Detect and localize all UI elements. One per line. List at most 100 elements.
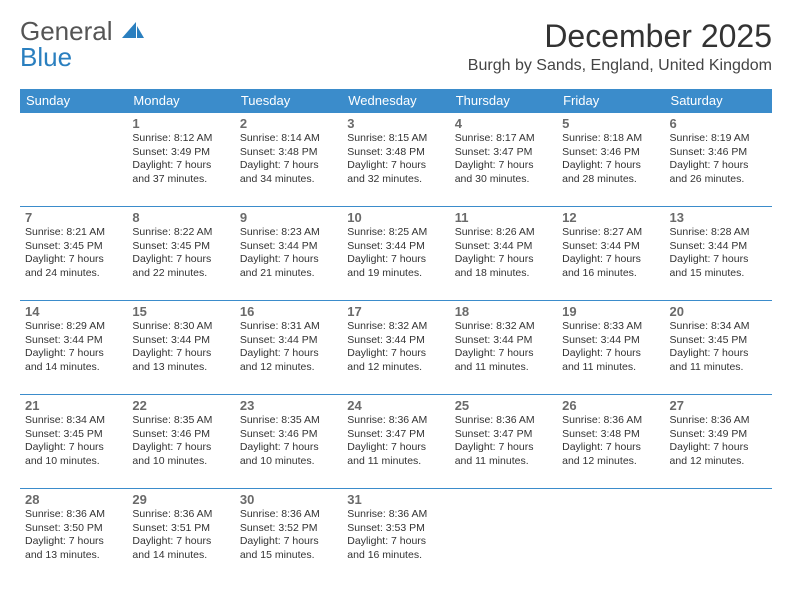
calendar-week-row: 14Sunrise: 8:29 AMSunset: 3:44 PMDayligh…: [20, 301, 772, 395]
sail-icon: [122, 18, 144, 44]
sunrise-line: Sunrise: 8:36 AM: [670, 414, 767, 428]
day-number: 25: [455, 398, 552, 413]
calendar-day-cell: 3Sunrise: 8:15 AMSunset: 3:48 PMDaylight…: [342, 113, 449, 207]
title-block: December 2025 Burgh by Sands, England, U…: [468, 18, 772, 75]
sunrise-line: Sunrise: 8:26 AM: [455, 226, 552, 240]
daylight-line: Daylight: 7 hours and 11 minutes.: [670, 347, 767, 374]
daylight-line: Daylight: 7 hours and 10 minutes.: [132, 441, 229, 468]
weekday-header: Wednesday: [342, 89, 449, 113]
day-number: 23: [240, 398, 337, 413]
calendar-day-cell: 8Sunrise: 8:22 AMSunset: 3:45 PMDaylight…: [127, 207, 234, 301]
calendar-day-cell: 9Sunrise: 8:23 AMSunset: 3:44 PMDaylight…: [235, 207, 342, 301]
sunset-line: Sunset: 3:45 PM: [25, 428, 122, 442]
sunset-line: Sunset: 3:44 PM: [562, 240, 659, 254]
weekday-header: Monday: [127, 89, 234, 113]
day-number: 31: [347, 492, 444, 507]
calendar-week-row: 1Sunrise: 8:12 AMSunset: 3:49 PMDaylight…: [20, 113, 772, 207]
calendar-day-cell: 21Sunrise: 8:34 AMSunset: 3:45 PMDayligh…: [20, 395, 127, 489]
sunset-line: Sunset: 3:46 PM: [670, 146, 767, 160]
daylight-line: Daylight: 7 hours and 12 minutes.: [562, 441, 659, 468]
sunset-line: Sunset: 3:44 PM: [132, 334, 229, 348]
weekday-header: Friday: [557, 89, 664, 113]
sunset-line: Sunset: 3:50 PM: [25, 522, 122, 536]
sunrise-line: Sunrise: 8:15 AM: [347, 132, 444, 146]
daylight-line: Daylight: 7 hours and 26 minutes.: [670, 159, 767, 186]
sunrise-line: Sunrise: 8:33 AM: [562, 320, 659, 334]
daylight-line: Daylight: 7 hours and 14 minutes.: [132, 535, 229, 562]
calendar-day-cell: 29Sunrise: 8:36 AMSunset: 3:51 PMDayligh…: [127, 489, 234, 583]
sunset-line: Sunset: 3:46 PM: [562, 146, 659, 160]
calendar-day-cell: 10Sunrise: 8:25 AMSunset: 3:44 PMDayligh…: [342, 207, 449, 301]
sunrise-line: Sunrise: 8:36 AM: [347, 508, 444, 522]
day-number: 30: [240, 492, 337, 507]
brand-word-2: Blue: [20, 42, 72, 72]
daylight-line: Daylight: 7 hours and 22 minutes.: [132, 253, 229, 280]
day-number: 1: [132, 116, 229, 131]
sunrise-line: Sunrise: 8:23 AM: [240, 226, 337, 240]
day-number: 2: [240, 116, 337, 131]
calendar-day-cell: 30Sunrise: 8:36 AMSunset: 3:52 PMDayligh…: [235, 489, 342, 583]
calendar-day-cell: [557, 489, 664, 583]
weekday-header: Sunday: [20, 89, 127, 113]
brand-text: General Blue: [20, 18, 144, 70]
calendar-day-cell: 13Sunrise: 8:28 AMSunset: 3:44 PMDayligh…: [665, 207, 772, 301]
day-number: 13: [670, 210, 767, 225]
weekday-header: Tuesday: [235, 89, 342, 113]
calendar-day-cell: 28Sunrise: 8:36 AMSunset: 3:50 PMDayligh…: [20, 489, 127, 583]
sunset-line: Sunset: 3:47 PM: [347, 428, 444, 442]
daylight-line: Daylight: 7 hours and 11 minutes.: [562, 347, 659, 374]
sunset-line: Sunset: 3:53 PM: [347, 522, 444, 536]
sunset-line: Sunset: 3:44 PM: [670, 240, 767, 254]
day-number: 26: [562, 398, 659, 413]
day-number: 15: [132, 304, 229, 319]
daylight-line: Daylight: 7 hours and 32 minutes.: [347, 159, 444, 186]
calendar-day-cell: 24Sunrise: 8:36 AMSunset: 3:47 PMDayligh…: [342, 395, 449, 489]
sunset-line: Sunset: 3:49 PM: [670, 428, 767, 442]
daylight-line: Daylight: 7 hours and 18 minutes.: [455, 253, 552, 280]
calendar-day-cell: 23Sunrise: 8:35 AMSunset: 3:46 PMDayligh…: [235, 395, 342, 489]
day-number: 27: [670, 398, 767, 413]
daylight-line: Daylight: 7 hours and 13 minutes.: [25, 535, 122, 562]
sunset-line: Sunset: 3:49 PM: [132, 146, 229, 160]
daylight-line: Daylight: 7 hours and 12 minutes.: [240, 347, 337, 374]
sunrise-line: Sunrise: 8:32 AM: [347, 320, 444, 334]
daylight-line: Daylight: 7 hours and 19 minutes.: [347, 253, 444, 280]
sunrise-line: Sunrise: 8:36 AM: [132, 508, 229, 522]
sunset-line: Sunset: 3:45 PM: [670, 334, 767, 348]
sunrise-line: Sunrise: 8:36 AM: [455, 414, 552, 428]
day-number: 10: [347, 210, 444, 225]
day-number: 16: [240, 304, 337, 319]
page-header: General Blue December 2025 Burgh by Sand…: [20, 18, 772, 75]
sunset-line: Sunset: 3:44 PM: [347, 240, 444, 254]
day-number: 5: [562, 116, 659, 131]
location-text: Burgh by Sands, England, United Kingdom: [468, 57, 772, 75]
calendar-day-cell: 4Sunrise: 8:17 AMSunset: 3:47 PMDaylight…: [450, 113, 557, 207]
daylight-line: Daylight: 7 hours and 10 minutes.: [240, 441, 337, 468]
month-title: December 2025: [468, 18, 772, 55]
day-number: 6: [670, 116, 767, 131]
calendar-day-cell: [665, 489, 772, 583]
sunset-line: Sunset: 3:44 PM: [455, 240, 552, 254]
calendar-day-cell: 1Sunrise: 8:12 AMSunset: 3:49 PMDaylight…: [127, 113, 234, 207]
sunrise-line: Sunrise: 8:35 AM: [132, 414, 229, 428]
sunset-line: Sunset: 3:51 PM: [132, 522, 229, 536]
day-number: 17: [347, 304, 444, 319]
sunrise-line: Sunrise: 8:25 AM: [347, 226, 444, 240]
calendar-day-cell: 14Sunrise: 8:29 AMSunset: 3:44 PMDayligh…: [20, 301, 127, 395]
sunrise-line: Sunrise: 8:36 AM: [562, 414, 659, 428]
calendar-day-cell: 22Sunrise: 8:35 AMSunset: 3:46 PMDayligh…: [127, 395, 234, 489]
calendar-day-cell: 11Sunrise: 8:26 AMSunset: 3:44 PMDayligh…: [450, 207, 557, 301]
calendar-day-cell: 20Sunrise: 8:34 AMSunset: 3:45 PMDayligh…: [665, 301, 772, 395]
calendar-day-cell: 26Sunrise: 8:36 AMSunset: 3:48 PMDayligh…: [557, 395, 664, 489]
sunset-line: Sunset: 3:47 PM: [455, 428, 552, 442]
sunset-line: Sunset: 3:46 PM: [132, 428, 229, 442]
calendar-day-cell: 18Sunrise: 8:32 AMSunset: 3:44 PMDayligh…: [450, 301, 557, 395]
sunset-line: Sunset: 3:45 PM: [25, 240, 122, 254]
calendar-day-cell: [20, 113, 127, 207]
calendar-day-cell: 25Sunrise: 8:36 AMSunset: 3:47 PMDayligh…: [450, 395, 557, 489]
sunset-line: Sunset: 3:44 PM: [347, 334, 444, 348]
sunset-line: Sunset: 3:44 PM: [562, 334, 659, 348]
day-number: 11: [455, 210, 552, 225]
calendar-day-cell: 6Sunrise: 8:19 AMSunset: 3:46 PMDaylight…: [665, 113, 772, 207]
daylight-line: Daylight: 7 hours and 16 minutes.: [562, 253, 659, 280]
